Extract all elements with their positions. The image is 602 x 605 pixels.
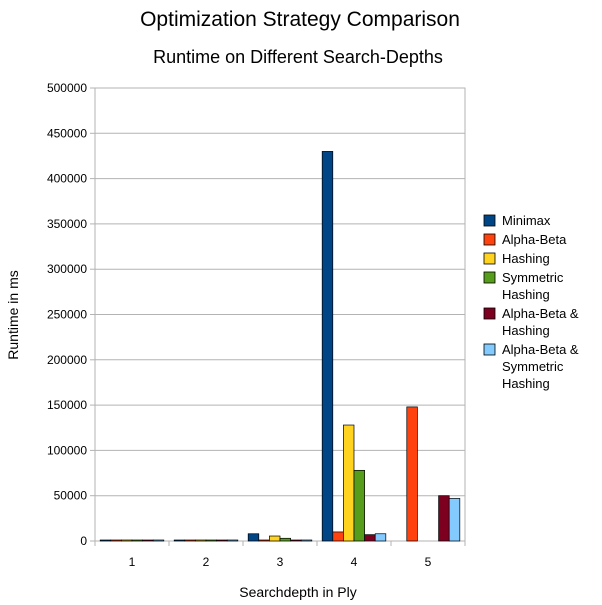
y-tick-label-3: 150000 (47, 398, 87, 412)
bar-alpha-beta-2 (184, 539, 196, 542)
x-tick-label-3: 3 (277, 555, 284, 569)
x-tick-label-1: 1 (129, 555, 136, 569)
x-tick-label-4: 4 (351, 555, 358, 569)
bar-symmetric-hashing-3 (279, 537, 291, 542)
bar-minimax-2 (173, 539, 186, 542)
legend-label-3: Symmetric Hashing (502, 270, 564, 302)
legend: Minimax Alpha-Beta Hashing Symmetric Hashing… (483, 213, 579, 391)
legend-swatch-2 (483, 252, 496, 265)
y-tick-label-8: 400000 (47, 172, 87, 186)
bar-minimax-3 (247, 533, 260, 542)
bar-minimax-4 (321, 151, 334, 542)
y-tick-label-9: 450000 (47, 126, 87, 140)
legend-label-4: Alpha-Beta & Hashing (502, 306, 579, 338)
bar-alpha-beta-hashing-2 (216, 539, 228, 542)
y-tick-label-7: 350000 (47, 217, 87, 231)
bar-alpha-beta-1 (110, 539, 122, 542)
y-tick-label-5: 250000 (47, 308, 87, 322)
bars (99, 151, 461, 542)
y-axis-ticks: 0 50000 100000 150000 200000 250000 300000 3500… (47, 81, 95, 548)
bar-hashing-2 (195, 539, 207, 542)
y-tick-label-10: 500000 (47, 81, 87, 95)
legend-swatch-3 (483, 271, 496, 284)
bar-alpha-beta-symmetric-hashing-3 (300, 539, 313, 542)
x-tick-label-2: 2 (203, 555, 210, 569)
bar-alpha-beta-4 (332, 531, 344, 542)
bar-alpha-beta-symmetric-hashing-4 (374, 533, 387, 542)
legend-swatch-4 (483, 307, 496, 320)
legend-swatch-1 (483, 233, 496, 246)
bar-symmetric-hashing-4 (353, 469, 365, 542)
bar-alpha-beta-symmetric-hashing-2 (226, 539, 239, 542)
bar-alpha-beta-5 (406, 406, 418, 542)
grid-lines (95, 132, 465, 497)
legend-label-0: Minimax (502, 213, 551, 228)
bar-symmetric-hashing-1 (131, 539, 143, 542)
legend-label-1: Alpha-Beta (502, 232, 567, 247)
legend-swatch-0 (483, 214, 496, 227)
y-axis-label: Runtime in ms (5, 270, 21, 359)
bar-alpha-beta-3 (258, 539, 270, 542)
bar-hashing-4 (343, 424, 355, 542)
bar-alpha-beta-hashing-5 (438, 495, 450, 542)
bar-hashing-1 (121, 539, 133, 542)
legend-label-5: Alpha-Beta & Symmetric Hashing (502, 342, 579, 391)
chart-subtitle: Runtime on Different Search-Depths (153, 47, 443, 67)
y-tick-label-2: 100000 (47, 443, 87, 457)
y-tick-label-0: 0 (80, 534, 87, 548)
bar-hashing-3 (269, 535, 281, 542)
x-axis-ticks: 1 2 3 4 5 (94, 541, 466, 569)
x-axis-label: Searchdepth in Ply (239, 584, 357, 600)
bar-alpha-beta-symmetric-hashing-1 (152, 539, 165, 542)
legend-label-2: Hashing (502, 251, 550, 266)
bar-alpha-beta-hashing-3 (290, 539, 302, 542)
x-tick-label-5: 5 (425, 555, 432, 569)
bar-alpha-beta-hashing-4 (364, 534, 376, 542)
bar-alpha-beta-symmetric-hashing-5 (448, 498, 461, 542)
bar-alpha-beta-hashing-1 (142, 539, 154, 542)
y-tick-label-1: 50000 (54, 489, 88, 503)
bar-symmetric-hashing-2 (205, 539, 217, 542)
bar-minimax-1 (99, 539, 112, 542)
y-tick-label-6: 300000 (47, 262, 87, 276)
y-tick-label-4: 200000 (47, 353, 87, 367)
legend-swatch-5 (483, 343, 496, 356)
chart-title: Optimization Strategy Comparison (140, 8, 460, 31)
